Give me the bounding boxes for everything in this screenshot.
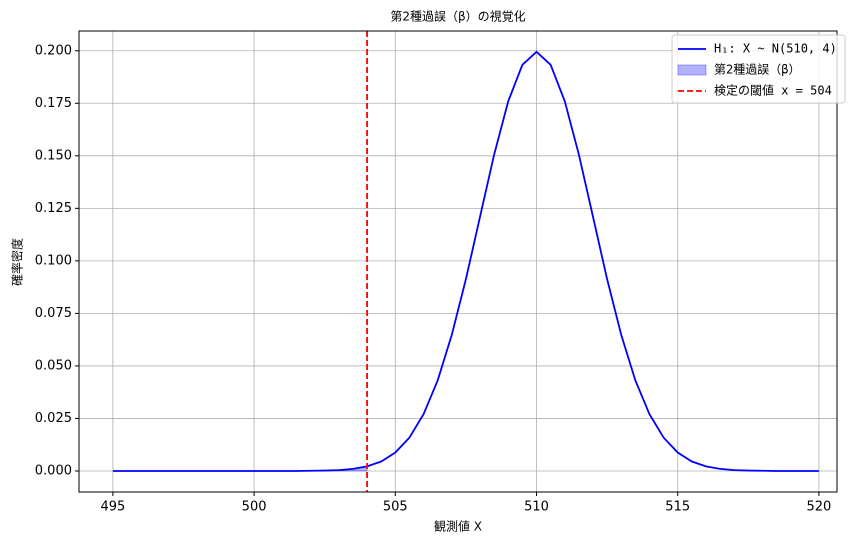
x-tick-label: 515	[665, 500, 690, 515]
x-tick-label: 520	[807, 500, 832, 515]
x-tick-label: 495	[100, 500, 125, 515]
y-tick-label: 0.125	[35, 201, 72, 216]
density-curve	[112, 50, 819, 472]
legend-label: 検定の閾値 x = 504	[714, 83, 832, 98]
chart-title: 第2種過誤（β）の視覚化	[390, 9, 525, 24]
legend-label: H₁: X ~ N(510, 4)	[714, 42, 837, 56]
legend-swatch	[677, 64, 707, 76]
y-tick-label: 0.050	[35, 358, 72, 373]
y-tick-label: 0.075	[35, 306, 72, 321]
legend-label: 第2種過誤（β）	[714, 62, 800, 77]
y-tick-label: 0.025	[35, 411, 72, 426]
y-tick-label: 0.000	[35, 463, 72, 478]
plot-frame	[78, 30, 838, 493]
y-tick-label: 0.100	[35, 253, 72, 268]
x-axis-label: 観測値 X	[434, 519, 482, 534]
x-tick-label: 500	[242, 500, 267, 515]
x-tick-label: 505	[383, 500, 408, 515]
legend-box	[671, 34, 846, 104]
y-tick-label: 0.175	[35, 96, 72, 111]
y-tick-label: 0.200	[35, 43, 72, 58]
y-tick-label: 0.150	[35, 148, 72, 163]
y-axis-label: 確率密度	[10, 238, 25, 286]
x-tick-label: 510	[524, 500, 549, 515]
